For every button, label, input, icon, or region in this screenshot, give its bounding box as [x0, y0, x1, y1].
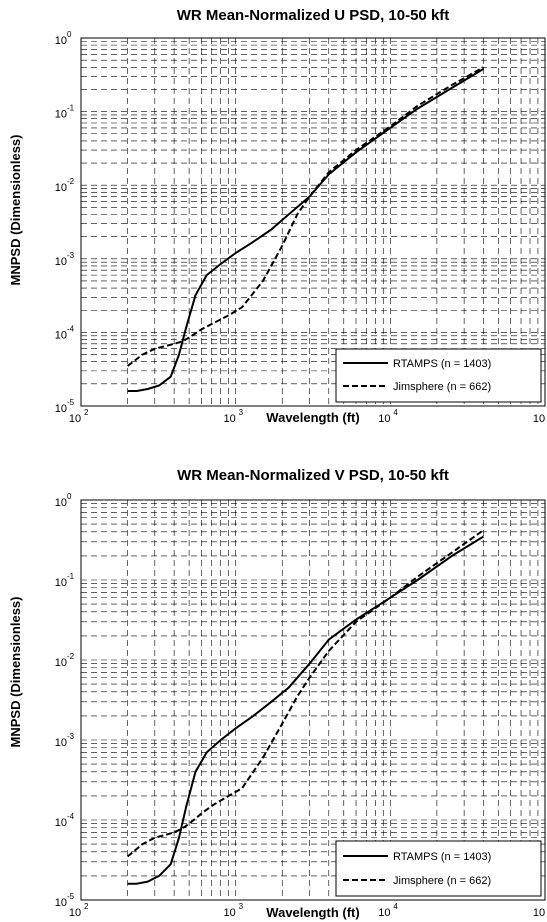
- y-tick-exponent: -4: [67, 324, 75, 333]
- x-tick-label: 10: [378, 907, 390, 919]
- y-tick-exponent: -1: [67, 572, 75, 581]
- y-tick-label: 10: [55, 737, 67, 749]
- legend-label-rtamps: RTAMPS (n = 1403): [393, 851, 491, 863]
- legend: RTAMPS (n = 1403) Jimsphere (n = 662): [335, 348, 542, 403]
- chart-title: WR Mean-Normalized V PSD, 10-50 kft: [177, 467, 449, 484]
- y-tick-exponent: 0: [67, 30, 72, 39]
- y-tick-exponent: -2: [67, 652, 75, 661]
- x-tick-label: 10: [224, 907, 236, 919]
- y-tick-label: 10: [55, 897, 67, 909]
- x-axis-label: Wavelength (ft): [266, 410, 359, 425]
- tick-labels: 10210310410510010-110-210-310-410-5: [55, 30, 545, 425]
- legend-label-jimsphere: Jimsphere (n = 662): [393, 381, 491, 393]
- y-tick-label: 10: [55, 329, 67, 341]
- y-axis-label: MNPSD (Dimensionless): [8, 597, 23, 748]
- y-tick-exponent: -3: [67, 732, 75, 741]
- series-line-jimsphere: [126, 529, 485, 858]
- x-tick-exponent: 2: [84, 408, 89, 417]
- y-tick-label: 10: [55, 403, 67, 415]
- legend-label-rtamps: RTAMPS (n = 1403): [393, 358, 491, 370]
- x-tick-label: 10: [69, 413, 81, 425]
- x-tick-exponent: 2: [84, 902, 89, 911]
- y-tick-label: 10: [55, 577, 67, 589]
- legend: RTAMPS (n = 1403) Jimsphere (n = 662): [335, 840, 542, 897]
- chart-u-psd: WR Mean-Normalized U PSD, 10-50 kft MNPS…: [8, 7, 546, 425]
- y-tick-exponent: 0: [67, 492, 72, 501]
- y-axis-label: MNPSD (Dimensionless): [8, 135, 23, 286]
- y-tick-label: 10: [55, 657, 67, 669]
- x-tick-label: 10: [533, 907, 545, 919]
- y-tick-label: 10: [55, 182, 67, 194]
- x-tick-label: 10: [224, 413, 236, 425]
- y-tick-label: 10: [55, 35, 67, 47]
- y-tick-label: 10: [55, 817, 67, 829]
- series-group: [126, 66, 485, 392]
- chart-v-psd: WR Mean-Normalized V PSD, 10-50 kft MNPS…: [8, 467, 546, 920]
- legend-box: [335, 840, 542, 897]
- y-tick-label: 10: [55, 497, 67, 509]
- x-tick-label: 10: [533, 413, 545, 425]
- legend-label-jimsphere: Jimsphere (n = 662): [393, 875, 491, 887]
- chart-title: WR Mean-Normalized U PSD, 10-50 kft: [177, 7, 450, 24]
- series-line-jimsphere: [126, 66, 484, 367]
- series-group: [126, 529, 485, 885]
- y-tick-exponent: -3: [67, 251, 75, 260]
- x-tick-exponent: 3: [239, 902, 244, 911]
- x-tick-exponent: 3: [239, 408, 244, 417]
- series-line-rtamps: [127, 68, 485, 392]
- x-axis-label: Wavelength (ft): [266, 905, 359, 920]
- y-tick-exponent: -4: [67, 812, 75, 821]
- y-tick-label: 10: [55, 109, 67, 121]
- y-tick-exponent: -1: [67, 104, 75, 113]
- series-line-rtamps: [127, 535, 485, 885]
- y-tick-label: 10: [55, 256, 67, 268]
- tick-labels: 10210310410510010-110-210-310-410-5: [55, 492, 545, 919]
- grid: [81, 500, 545, 900]
- y-tick-exponent: -5: [67, 892, 75, 901]
- grid: [81, 38, 545, 406]
- plot-frame: [80, 37, 546, 407]
- legend-box: [335, 348, 542, 403]
- x-tick-label: 10: [69, 907, 81, 919]
- x-tick-label: 10: [378, 413, 390, 425]
- y-tick-exponent: -5: [67, 398, 75, 407]
- plot-frame: [80, 499, 546, 901]
- y-tick-exponent: -2: [67, 177, 75, 186]
- x-tick-exponent: 4: [393, 408, 398, 417]
- x-tick-exponent: 4: [393, 902, 398, 911]
